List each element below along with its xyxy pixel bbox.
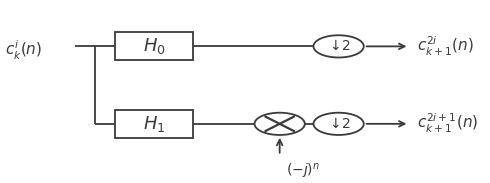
Text: $c_{k+1}^{2i+1}(n)$: $c_{k+1}^{2i+1}(n)$ <box>417 112 479 135</box>
Text: $(-j)^n$: $(-j)^n$ <box>286 162 320 181</box>
Ellipse shape <box>254 113 305 135</box>
Text: $H_0$: $H_0$ <box>143 36 165 56</box>
Ellipse shape <box>314 113 364 135</box>
Text: $c_k^i(n)$: $c_k^i(n)$ <box>4 39 42 62</box>
Bar <box>115 110 193 138</box>
Text: $\downarrow\!2$: $\downarrow\!2$ <box>326 117 351 131</box>
Ellipse shape <box>314 35 364 57</box>
Text: $\downarrow\!2$: $\downarrow\!2$ <box>326 39 351 53</box>
Text: $H_1$: $H_1$ <box>143 114 165 134</box>
Bar <box>115 32 193 60</box>
Text: $c_{k+1}^{2i}(n)$: $c_{k+1}^{2i}(n)$ <box>417 35 474 58</box>
